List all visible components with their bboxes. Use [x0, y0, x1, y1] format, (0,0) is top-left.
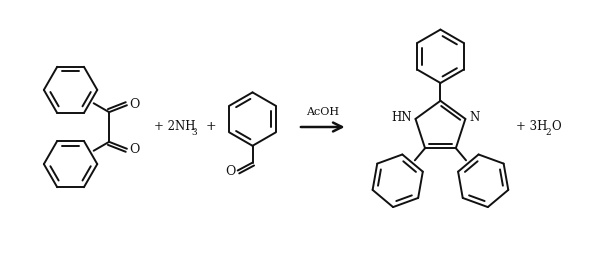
Text: +: + — [206, 120, 217, 134]
Text: + 2NH: + 2NH — [154, 120, 195, 134]
Text: N: N — [469, 112, 479, 124]
Text: AcOH: AcOH — [306, 107, 340, 117]
Text: O: O — [129, 143, 139, 156]
Text: + 3H: + 3H — [515, 120, 547, 134]
Text: O: O — [552, 120, 562, 134]
Text: O: O — [129, 98, 139, 111]
Text: HN: HN — [391, 112, 412, 124]
Text: 2: 2 — [545, 129, 551, 137]
Text: 3: 3 — [191, 129, 197, 137]
Text: O: O — [226, 165, 236, 178]
